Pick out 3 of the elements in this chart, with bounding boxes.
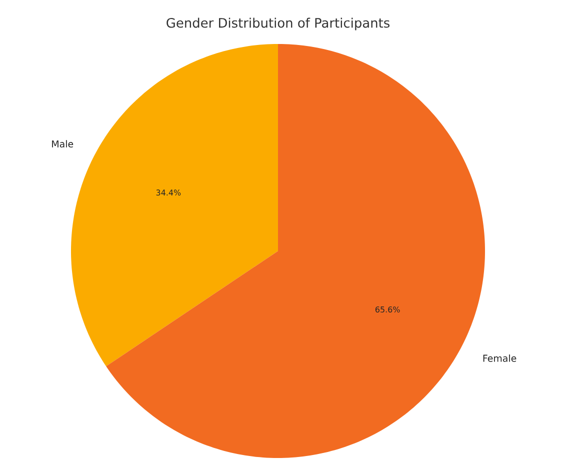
chart-title: Gender Distribution of Participants: [166, 18, 390, 30]
slice-label: Female: [483, 354, 516, 362]
slice-label: Male: [52, 140, 74, 148]
